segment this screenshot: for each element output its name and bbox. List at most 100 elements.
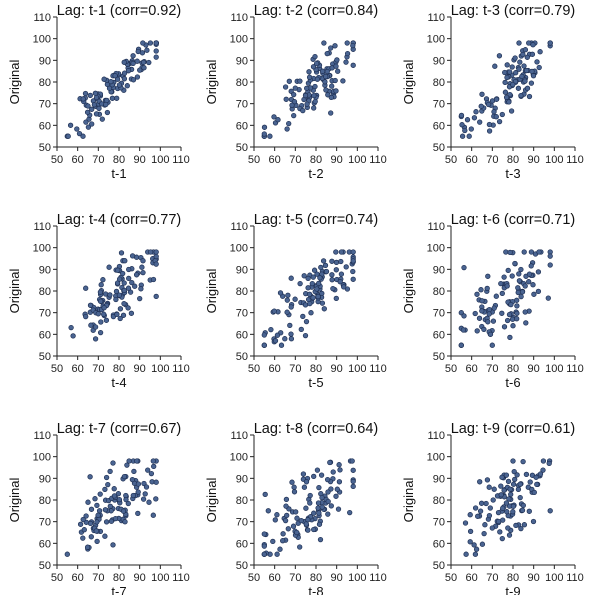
scatter-point bbox=[530, 282, 536, 288]
scatter-point bbox=[489, 342, 495, 348]
scatter-point bbox=[87, 92, 93, 99]
scatter-point bbox=[290, 523, 297, 529]
scatter-point bbox=[461, 264, 467, 271]
scatter-point bbox=[289, 102, 295, 108]
scatter-point bbox=[268, 326, 274, 333]
scatter-point bbox=[312, 53, 318, 60]
scatter-point bbox=[116, 496, 123, 503]
scatter-point bbox=[95, 311, 101, 317]
scatter-point bbox=[333, 493, 339, 499]
y-tick-label: 110 bbox=[230, 430, 248, 442]
scatter-point bbox=[80, 133, 86, 139]
scatter-point bbox=[74, 126, 80, 132]
y-tick-label: 80 bbox=[39, 286, 51, 298]
scatter-point bbox=[297, 78, 303, 84]
scatter-point bbox=[307, 300, 313, 307]
scatter-point bbox=[305, 517, 311, 523]
scatter-point bbox=[126, 275, 132, 282]
scatter-point bbox=[508, 108, 515, 114]
scatter-point bbox=[139, 50, 146, 56]
x-tick-label: 110 bbox=[172, 363, 190, 375]
y-tick-label: 110 bbox=[427, 12, 445, 24]
x-tick-label: 60 bbox=[269, 572, 281, 584]
scatter-point bbox=[116, 276, 123, 282]
scatter-points bbox=[68, 249, 159, 342]
scatter-point bbox=[261, 124, 268, 130]
scatter-point bbox=[274, 551, 280, 557]
scatter-point bbox=[88, 322, 94, 328]
scatter-point bbox=[306, 69, 312, 75]
scatter-point bbox=[150, 458, 156, 464]
x-tick-label: 90 bbox=[134, 363, 146, 375]
scatter-point bbox=[126, 266, 132, 273]
y-tick-label: 90 bbox=[39, 264, 51, 276]
scatter-point bbox=[85, 499, 91, 505]
scatter-point bbox=[65, 133, 71, 139]
scatter-point bbox=[332, 77, 338, 84]
scatter-point bbox=[507, 486, 513, 492]
scatter-point bbox=[140, 496, 147, 502]
y-axis-label: Original bbox=[401, 59, 416, 104]
scatter-point bbox=[517, 59, 523, 65]
scatter-point bbox=[307, 500, 313, 506]
scatter-point bbox=[507, 69, 513, 75]
x-tick-label: 80 bbox=[310, 154, 322, 166]
scatter-point bbox=[92, 496, 98, 502]
scatter-point bbox=[265, 508, 271, 514]
scatter-point bbox=[472, 505, 479, 511]
scatter-point bbox=[121, 280, 127, 286]
scatter-point bbox=[130, 77, 137, 83]
scatter-point bbox=[520, 51, 526, 58]
x-axis-label: t-2 bbox=[308, 166, 323, 181]
scatter-point bbox=[498, 280, 504, 287]
scatter-point bbox=[140, 40, 146, 46]
scatter-point bbox=[328, 503, 334, 509]
scatter-point bbox=[472, 551, 479, 557]
scatter-point bbox=[297, 280, 303, 287]
scatter-point bbox=[125, 500, 131, 507]
subplot-title: Lag: t-4 (corr=0.77) bbox=[57, 212, 182, 228]
scatter-point bbox=[285, 292, 291, 298]
scatter-point bbox=[350, 276, 356, 282]
scatter-point bbox=[111, 493, 118, 499]
scatter-point bbox=[523, 67, 530, 74]
x-tick-label: 60 bbox=[72, 154, 84, 166]
subplot-title: Lag: t-2 (corr=0.84) bbox=[254, 3, 379, 19]
x-tick-label: 60 bbox=[269, 154, 281, 166]
scatter-point bbox=[125, 305, 131, 311]
scatter-point bbox=[530, 518, 537, 525]
scatter-point bbox=[319, 494, 325, 501]
scatter-point bbox=[462, 520, 469, 526]
scatter-point bbox=[289, 479, 295, 485]
scatter-point bbox=[148, 470, 155, 477]
scatter-point bbox=[120, 312, 127, 318]
scatter-point bbox=[111, 486, 117, 492]
scatter-point bbox=[322, 262, 329, 269]
scatter-point bbox=[139, 264, 145, 270]
scatter-point bbox=[280, 531, 286, 537]
subplot-title: Lag: t-1 (corr=0.92) bbox=[57, 3, 182, 19]
scatter-point bbox=[137, 67, 143, 73]
scatter-point bbox=[282, 336, 288, 342]
scatter-point bbox=[501, 487, 507, 493]
scatter-point bbox=[314, 467, 321, 473]
scatter-point bbox=[110, 460, 116, 466]
scatter-point bbox=[475, 513, 481, 519]
scatter-point bbox=[317, 536, 324, 543]
scatter-point bbox=[478, 103, 484, 109]
x-axis-label: t-8 bbox=[308, 584, 323, 595]
scatter-point bbox=[498, 483, 504, 489]
scatter-point bbox=[304, 85, 310, 91]
scatter-point bbox=[88, 506, 95, 512]
x-tick-label: 60 bbox=[72, 363, 84, 375]
scatter-point bbox=[286, 120, 292, 127]
scatter-point bbox=[316, 521, 323, 527]
scatter-point bbox=[528, 263, 534, 269]
scatter-point bbox=[135, 510, 141, 517]
scatter-point bbox=[301, 273, 307, 279]
scatter-point bbox=[519, 73, 525, 80]
scatter-point bbox=[132, 283, 138, 289]
x-tick-label: 50 bbox=[51, 154, 63, 166]
